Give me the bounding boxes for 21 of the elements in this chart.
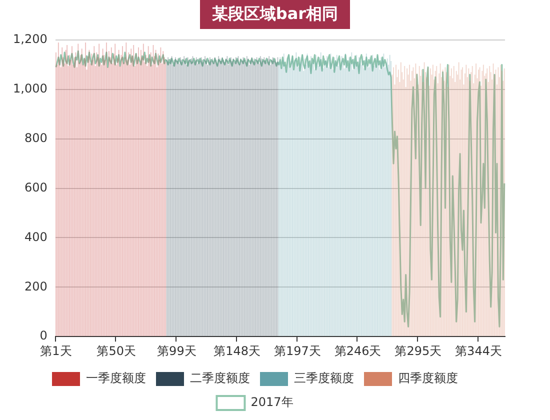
- y-tick-label: 1,000: [12, 82, 48, 96]
- x-tick-label: 第246天: [334, 344, 382, 358]
- x-tick-label: 第50天: [96, 344, 136, 358]
- y-tick-label: 600: [24, 180, 48, 194]
- y-tick-label: 200: [24, 279, 48, 294]
- legend-label: 四季度额度: [398, 371, 458, 386]
- y-tick-label: 800: [24, 130, 48, 145]
- legend-label: 一季度额度: [86, 371, 146, 386]
- x-tick-label: 第148天: [214, 344, 261, 358]
- legend-label: 三季度额度: [294, 371, 354, 386]
- x-tick-label: 第295天: [394, 344, 442, 358]
- y-tick-label: 0: [40, 328, 48, 343]
- chart-title: 某段区域bar相同: [200, 0, 350, 29]
- y-tick-label: 1,200: [12, 32, 48, 46]
- x-tick-label: 第1天: [40, 344, 72, 358]
- x-tick-label: 第99天: [157, 344, 196, 358]
- x-tick-label: 第197天: [274, 344, 321, 358]
- legend-label: 2017年: [250, 395, 294, 410]
- x-tick-label: 第344天: [455, 344, 502, 358]
- y-tick-label: 400: [24, 230, 48, 244]
- legend-label: 二季度额度: [190, 371, 250, 386]
